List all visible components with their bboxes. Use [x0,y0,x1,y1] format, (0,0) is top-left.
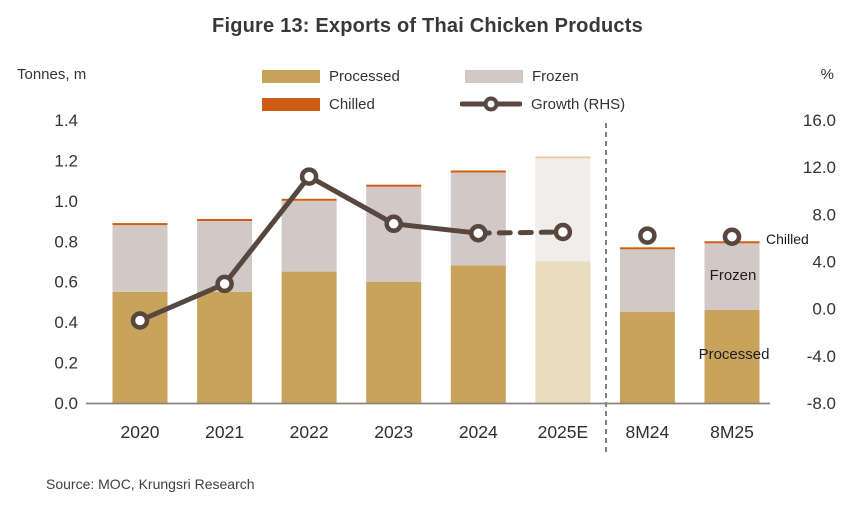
x-axis-labels: 2020 2021 2022 2023 2024 2025E 8M24 8M25 [121,422,754,442]
bar-segment-2023-processed [366,281,422,403]
right-axis-ticks: 16.0 12.0 8.0 4.0 0.0 -4.0 -8.0 [803,111,836,413]
processed-swatch-icon [262,69,320,83]
left-axis-title: Tonnes, m [17,66,87,83]
legend-label-growth: Growth (RHS) [531,95,626,113]
right-axis-title: % [820,66,834,83]
growth-line-dashed [475,229,566,236]
bars-group [112,156,760,403]
bar-segment-2022-chilled [281,198,337,201]
left-tick-label: 0.8 [54,232,78,251]
x-axis-label-8M25: 8M25 [710,422,754,442]
bar-segment-2024-chilled [450,170,506,173]
bar-segment-2022-processed [281,271,337,403]
legend-item-growth: Growth (RHS) [460,95,626,113]
right-tick-label: 0.0 [812,300,836,319]
x-axis-label-2022: 2022 [290,422,329,442]
growth-marker-2020 [130,311,150,330]
bar-segment-8M24-frozen [619,249,675,313]
growth-marker-2023 [384,214,403,234]
right-tick-label: 4.0 [812,253,836,272]
x-axis-label-2020: 2020 [121,422,160,442]
legend-item-chilled: Chilled [262,95,375,113]
left-tick-label: 1.0 [54,192,78,211]
legend-item-processed: Processed [262,67,400,85]
right-tick-label: 8.0 [812,205,836,224]
annotation-chilled: Chilled [766,231,809,247]
bar-segment-2020-frozen [112,225,168,292]
source-note: Source: MOC, Krungsri Research [46,476,255,492]
bar-segment-2023-chilled [366,184,422,187]
bar-segment-2025E-chilled [535,156,591,159]
bar-segment-8M24-processed [619,312,675,403]
x-axis-label-8M24: 8M24 [626,422,670,442]
left-tick-label: 0.2 [54,354,78,373]
frozen-swatch-icon [465,69,523,83]
legend-label-chilled: Chilled [329,95,375,113]
left-tick-label: 0.0 [54,394,78,413]
x-axis-label-2024: 2024 [459,422,498,442]
left-tick-label: 1.2 [54,151,78,170]
legend-label-frozen: Frozen [532,67,579,85]
growth-marker-8M25 [722,227,742,246]
bar-segment-2023-frozen [366,186,422,282]
bar-segment-2020-chilled [112,223,168,226]
bar-segment-2024-processed [450,265,506,403]
chart-title: Figure 13: Exports of Thai Chicken Produ… [212,15,643,37]
legend-item-frozen: Frozen [465,67,579,85]
x-axis-label-2025E: 2025E [538,422,589,442]
growth-line-marker-icon [460,96,522,112]
growth-marker-2025E [553,222,573,242]
growth-marker-2021 [215,274,234,294]
left-tick-label: 0.4 [54,313,78,332]
annotation-processed: Processed [698,346,770,363]
x-axis-label-2021: 2021 [205,422,244,442]
right-tick-label: 12.0 [803,158,836,177]
bar-segment-2025E-frozen [535,158,591,262]
x-axis-label-2023: 2023 [374,422,413,442]
right-tick-label: -4.0 [807,347,836,366]
left-tick-label: 1.4 [54,111,78,130]
chart-canvas: 1.4 1.2 1.0 0.8 0.6 0.4 0.2 0.0 16.0 12.0 8.0 4.0 0.… [54,111,836,452]
left-axis-ticks: 1.4 1.2 1.0 0.8 0.6 0.4 0.2 0.0 [54,111,78,413]
bar-segment-8M25-frozen [704,243,760,310]
left-tick-label: 0.6 [54,273,78,292]
bar-segment-2022-frozen [281,200,337,272]
right-tick-label: -8.0 [807,394,836,413]
bar-segment-2024-frozen [450,172,506,266]
growth-line-group [130,167,742,330]
growth-marker-2024 [469,223,488,243]
chilled-swatch-icon [262,97,320,111]
growth-marker-2022 [299,167,319,186]
bar-segment-2021-chilled [197,219,253,221]
legend-label-processed: Processed [329,67,400,85]
bar-segment-8M25-processed [704,310,760,403]
bar-segment-8M24-chilled [619,247,675,250]
bar-segment-2025E-processed [535,261,591,403]
bar-segment-2020-processed [112,291,168,403]
growth-marker-8M24 [638,226,657,245]
right-tick-label: 16.0 [803,111,836,130]
annotation-frozen: Frozen [709,267,757,284]
bar-segment-2021-processed [197,291,253,403]
